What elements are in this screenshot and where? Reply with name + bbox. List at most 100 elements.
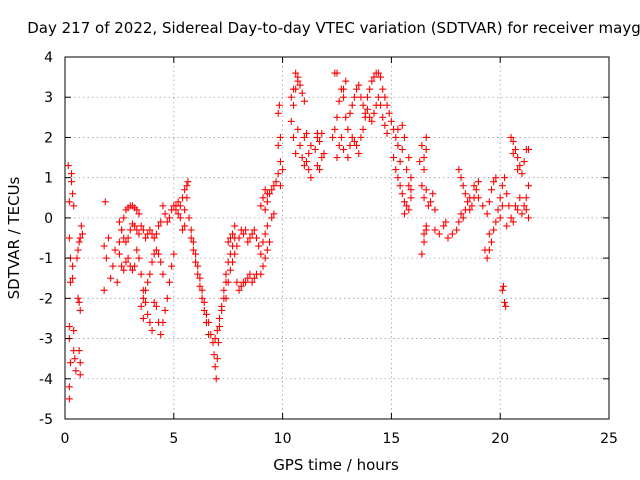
data-point xyxy=(259,194,267,202)
data-point xyxy=(292,150,300,158)
data-point xyxy=(202,310,210,318)
data-point xyxy=(468,202,476,210)
data-point xyxy=(383,129,391,137)
y-tick-label: -4 xyxy=(39,372,53,388)
data-point xyxy=(259,238,267,246)
data-point xyxy=(66,278,74,286)
data-point xyxy=(422,133,430,141)
data-point xyxy=(287,93,295,101)
data-point xyxy=(115,250,123,258)
y-tick-label: -1 xyxy=(39,251,53,267)
data-point xyxy=(374,93,382,101)
data-point xyxy=(181,186,189,194)
data-point xyxy=(69,274,77,282)
data-point xyxy=(522,194,530,202)
data-point xyxy=(118,226,126,234)
data-point xyxy=(165,214,173,222)
data-point xyxy=(294,73,302,81)
data-point xyxy=(501,298,509,306)
data-point xyxy=(100,242,108,250)
data-point xyxy=(503,190,511,198)
data-point xyxy=(353,85,361,93)
data-point xyxy=(101,198,109,206)
data-point xyxy=(70,202,78,210)
plot-frame xyxy=(64,56,610,420)
data-point xyxy=(398,190,406,198)
data-point xyxy=(144,310,152,318)
data-point xyxy=(231,222,239,230)
data-point xyxy=(131,262,139,270)
data-point xyxy=(174,210,182,218)
data-point xyxy=(431,226,439,234)
data-point xyxy=(470,182,478,190)
data-point xyxy=(211,335,219,343)
data-point xyxy=(499,282,507,290)
data-point xyxy=(115,218,123,226)
data-point xyxy=(184,178,192,186)
data-point xyxy=(485,246,493,254)
data-point xyxy=(146,318,154,326)
data-point xyxy=(148,327,156,335)
data-point xyxy=(455,218,463,226)
data-point xyxy=(276,133,284,141)
data-point xyxy=(442,218,450,226)
data-point xyxy=(196,282,204,290)
data-point xyxy=(135,230,143,238)
data-point xyxy=(70,327,78,335)
data-point xyxy=(257,270,265,278)
data-point xyxy=(394,125,402,133)
data-point xyxy=(215,322,223,330)
data-point xyxy=(381,93,389,101)
data-point xyxy=(268,214,276,222)
data-point xyxy=(239,230,247,238)
data-point xyxy=(229,230,237,238)
data-point xyxy=(224,278,232,286)
data-point xyxy=(76,234,84,242)
data-point xyxy=(292,69,300,77)
data-point xyxy=(520,202,528,210)
data-point xyxy=(137,222,145,230)
data-point xyxy=(261,254,269,262)
data-point xyxy=(274,109,282,117)
data-point xyxy=(165,278,173,286)
data-point xyxy=(152,246,160,254)
data-point xyxy=(68,170,76,178)
data-point xyxy=(120,214,128,222)
data-point xyxy=(185,214,193,222)
data-point xyxy=(524,214,532,222)
data-point xyxy=(135,254,143,262)
data-point xyxy=(346,141,354,149)
data-point xyxy=(487,238,495,246)
data-point xyxy=(194,262,202,270)
data-point xyxy=(261,206,269,214)
data-point xyxy=(74,246,82,254)
data-point xyxy=(233,242,241,250)
data-point xyxy=(405,154,413,162)
data-point xyxy=(244,238,252,246)
data-point xyxy=(289,101,297,109)
data-point xyxy=(344,154,352,162)
data-point xyxy=(270,210,278,218)
data-point xyxy=(65,395,73,403)
data-point xyxy=(398,146,406,154)
data-point xyxy=(75,298,83,306)
data-point xyxy=(133,226,141,234)
data-point xyxy=(235,286,243,294)
data-point xyxy=(65,198,73,206)
data-point xyxy=(296,141,304,149)
data-point xyxy=(168,262,176,270)
data-point xyxy=(300,133,308,141)
data-point xyxy=(133,246,141,254)
data-point xyxy=(126,226,134,234)
data-point xyxy=(76,371,84,379)
data-point xyxy=(77,222,85,230)
data-point xyxy=(518,210,526,218)
data-point xyxy=(287,117,295,125)
data-point xyxy=(263,246,271,254)
data-point xyxy=(346,109,354,117)
data-point xyxy=(348,101,356,109)
data-point xyxy=(398,121,406,129)
data-point xyxy=(268,186,276,194)
data-point xyxy=(213,327,221,335)
